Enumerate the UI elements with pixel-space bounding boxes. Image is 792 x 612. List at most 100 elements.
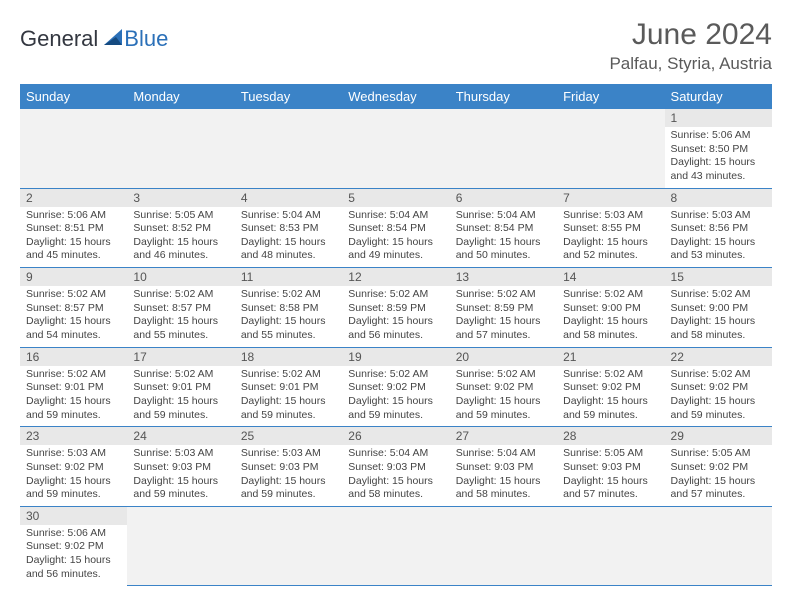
calendar-row: 30Sunrise: 5:06 AMSunset: 9:02 PMDayligh…	[20, 506, 772, 585]
calendar-table: SundayMondayTuesdayWednesdayThursdayFrid…	[20, 84, 772, 586]
day-details: Sunrise: 5:02 AMSunset: 9:01 PMDaylight:…	[235, 366, 342, 427]
day-details: Sunrise: 5:04 AMSunset: 8:53 PMDaylight:…	[235, 207, 342, 268]
day-details: Sunrise: 5:02 AMSunset: 8:57 PMDaylight:…	[127, 286, 234, 347]
day-cell: 19Sunrise: 5:02 AMSunset: 9:02 PMDayligh…	[342, 347, 449, 427]
calendar-row: 2Sunrise: 5:06 AMSunset: 8:51 PMDaylight…	[20, 188, 772, 268]
weekday-header: Sunday	[20, 84, 127, 109]
day-details: Sunrise: 5:02 AMSunset: 9:02 PMDaylight:…	[342, 366, 449, 427]
day-cell: 6Sunrise: 5:04 AMSunset: 8:54 PMDaylight…	[450, 188, 557, 268]
empty-cell	[342, 109, 449, 188]
day-details: Sunrise: 5:02 AMSunset: 9:02 PMDaylight:…	[665, 366, 772, 427]
empty-cell	[450, 109, 557, 188]
empty-cell	[450, 506, 557, 585]
day-number: 6	[450, 189, 557, 207]
day-cell: 29Sunrise: 5:05 AMSunset: 9:02 PMDayligh…	[665, 427, 772, 507]
day-number: 7	[557, 189, 664, 207]
day-details: Sunrise: 5:02 AMSunset: 9:01 PMDaylight:…	[20, 366, 127, 427]
day-cell: 21Sunrise: 5:02 AMSunset: 9:02 PMDayligh…	[557, 347, 664, 427]
day-number: 12	[342, 268, 449, 286]
day-number: 10	[127, 268, 234, 286]
weekday-header: Tuesday	[235, 84, 342, 109]
day-details: Sunrise: 5:04 AMSunset: 8:54 PMDaylight:…	[450, 207, 557, 268]
day-details: Sunrise: 5:03 AMSunset: 8:55 PMDaylight:…	[557, 207, 664, 268]
day-number: 2	[20, 189, 127, 207]
day-cell: 28Sunrise: 5:05 AMSunset: 9:03 PMDayligh…	[557, 427, 664, 507]
day-number: 27	[450, 427, 557, 445]
day-cell: 5Sunrise: 5:04 AMSunset: 8:54 PMDaylight…	[342, 188, 449, 268]
logo: General Blue	[20, 18, 168, 52]
day-cell: 25Sunrise: 5:03 AMSunset: 9:03 PMDayligh…	[235, 427, 342, 507]
weekday-header: Wednesday	[342, 84, 449, 109]
day-details: Sunrise: 5:03 AMSunset: 9:03 PMDaylight:…	[235, 445, 342, 506]
empty-cell	[127, 109, 234, 188]
day-cell: 23Sunrise: 5:03 AMSunset: 9:02 PMDayligh…	[20, 427, 127, 507]
day-cell: 17Sunrise: 5:02 AMSunset: 9:01 PMDayligh…	[127, 347, 234, 427]
empty-cell	[665, 506, 772, 585]
day-number: 16	[20, 348, 127, 366]
weekday-header: Friday	[557, 84, 664, 109]
day-cell: 20Sunrise: 5:02 AMSunset: 9:02 PMDayligh…	[450, 347, 557, 427]
day-number: 29	[665, 427, 772, 445]
weekday-header-row: SundayMondayTuesdayWednesdayThursdayFrid…	[20, 84, 772, 109]
day-number: 23	[20, 427, 127, 445]
month-title: June 2024	[609, 18, 772, 52]
day-details: Sunrise: 5:04 AMSunset: 9:03 PMDaylight:…	[342, 445, 449, 506]
empty-cell	[235, 506, 342, 585]
day-details: Sunrise: 5:03 AMSunset: 9:02 PMDaylight:…	[20, 445, 127, 506]
day-details: Sunrise: 5:02 AMSunset: 9:00 PMDaylight:…	[557, 286, 664, 347]
day-details: Sunrise: 5:05 AMSunset: 9:02 PMDaylight:…	[665, 445, 772, 506]
day-number: 1	[665, 109, 772, 127]
weekday-header: Saturday	[665, 84, 772, 109]
day-details: Sunrise: 5:02 AMSunset: 9:00 PMDaylight:…	[665, 286, 772, 347]
empty-cell	[557, 109, 664, 188]
title-block: June 2024 Palfau, Styria, Austria	[609, 18, 772, 74]
day-cell: 2Sunrise: 5:06 AMSunset: 8:51 PMDaylight…	[20, 188, 127, 268]
day-details: Sunrise: 5:05 AMSunset: 9:03 PMDaylight:…	[557, 445, 664, 506]
day-number: 30	[20, 507, 127, 525]
calendar-body: 1Sunrise: 5:06 AMSunset: 8:50 PMDaylight…	[20, 109, 772, 585]
day-cell: 8Sunrise: 5:03 AMSunset: 8:56 PMDaylight…	[665, 188, 772, 268]
day-details: Sunrise: 5:05 AMSunset: 8:52 PMDaylight:…	[127, 207, 234, 268]
logo-sail-icon	[102, 27, 124, 52]
day-number: 15	[665, 268, 772, 286]
empty-cell	[235, 109, 342, 188]
day-number: 5	[342, 189, 449, 207]
day-number: 11	[235, 268, 342, 286]
day-cell: 12Sunrise: 5:02 AMSunset: 8:59 PMDayligh…	[342, 268, 449, 348]
day-number: 20	[450, 348, 557, 366]
weekday-header: Monday	[127, 84, 234, 109]
day-number: 14	[557, 268, 664, 286]
day-cell: 24Sunrise: 5:03 AMSunset: 9:03 PMDayligh…	[127, 427, 234, 507]
day-cell: 18Sunrise: 5:02 AMSunset: 9:01 PMDayligh…	[235, 347, 342, 427]
empty-cell	[127, 506, 234, 585]
logo-text-blue: Blue	[124, 26, 168, 52]
day-cell: 10Sunrise: 5:02 AMSunset: 8:57 PMDayligh…	[127, 268, 234, 348]
day-cell: 15Sunrise: 5:02 AMSunset: 9:00 PMDayligh…	[665, 268, 772, 348]
calendar-row: 1Sunrise: 5:06 AMSunset: 8:50 PMDaylight…	[20, 109, 772, 188]
day-details: Sunrise: 5:06 AMSunset: 8:51 PMDaylight:…	[20, 207, 127, 268]
day-number: 8	[665, 189, 772, 207]
day-number: 19	[342, 348, 449, 366]
day-cell: 7Sunrise: 5:03 AMSunset: 8:55 PMDaylight…	[557, 188, 664, 268]
day-number: 4	[235, 189, 342, 207]
day-number: 9	[20, 268, 127, 286]
page-header: General Blue June 2024 Palfau, Styria, A…	[20, 18, 772, 74]
day-cell: 26Sunrise: 5:04 AMSunset: 9:03 PMDayligh…	[342, 427, 449, 507]
day-details: Sunrise: 5:02 AMSunset: 8:59 PMDaylight:…	[342, 286, 449, 347]
day-details: Sunrise: 5:03 AMSunset: 8:56 PMDaylight:…	[665, 207, 772, 268]
empty-cell	[342, 506, 449, 585]
day-cell: 11Sunrise: 5:02 AMSunset: 8:58 PMDayligh…	[235, 268, 342, 348]
day-number: 18	[235, 348, 342, 366]
day-cell: 22Sunrise: 5:02 AMSunset: 9:02 PMDayligh…	[665, 347, 772, 427]
day-details: Sunrise: 5:02 AMSunset: 8:59 PMDaylight:…	[450, 286, 557, 347]
weekday-header: Thursday	[450, 84, 557, 109]
location: Palfau, Styria, Austria	[609, 54, 772, 74]
logo-text-general: General	[20, 26, 98, 52]
day-number: 28	[557, 427, 664, 445]
calendar-row: 9Sunrise: 5:02 AMSunset: 8:57 PMDaylight…	[20, 268, 772, 348]
day-number: 17	[127, 348, 234, 366]
day-details: Sunrise: 5:02 AMSunset: 8:58 PMDaylight:…	[235, 286, 342, 347]
day-details: Sunrise: 5:04 AMSunset: 8:54 PMDaylight:…	[342, 207, 449, 268]
day-cell: 16Sunrise: 5:02 AMSunset: 9:01 PMDayligh…	[20, 347, 127, 427]
day-number: 25	[235, 427, 342, 445]
